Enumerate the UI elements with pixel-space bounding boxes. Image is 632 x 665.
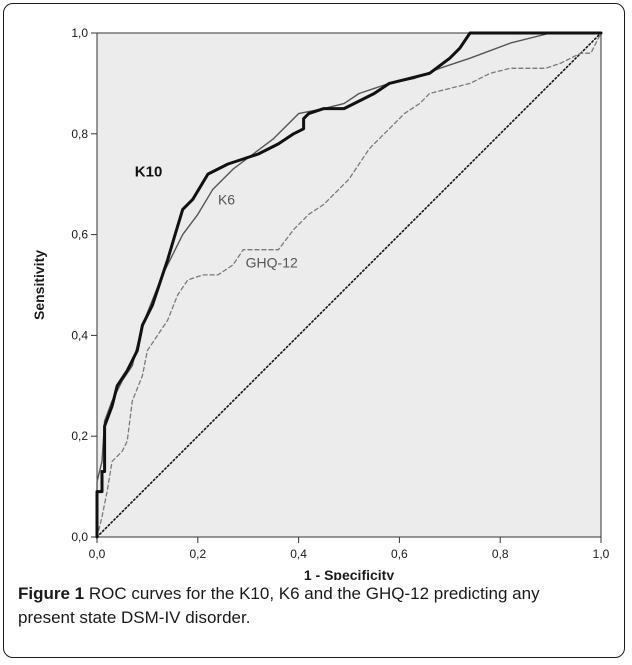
figure-caption: Figure 1 ROC curves for the K10, K6 and … [18,582,578,630]
figure-frame [3,3,625,658]
y-tick-label: 0,6 [71,228,88,242]
y-axis-label: Sensitivity [31,250,47,320]
roc-chart: 0,0 0,2 0,4 0,6 0,8 1,0 0,0 0,2 0,4 0,6 0,8 1,0 1 - … [31,26,610,580]
series-annotation: K6 [218,191,235,207]
series-annotation: GHQ-12 [246,254,298,270]
x-tick-label: 0,6 [391,547,408,561]
figure-label: Figure 1 [18,584,85,603]
y-tick-label: 0,0 [71,530,88,544]
x-tick-label: 0,2 [189,547,206,561]
x-tick-label: 0,0 [89,547,106,561]
series-line-ghq-12 [96,32,602,538]
x-axis-label: 1 - Specificity [304,567,394,580]
y-tick-label: 0,2 [71,429,88,443]
y-tick-label: 0,8 [71,127,88,141]
x-tick-label: 0,4 [290,547,307,561]
series-line-k10 [95,31,603,539]
figure-caption-text: ROC curves for the K10, K6 and the GHQ-1… [18,584,540,627]
x-tick-label: 0,8 [492,547,509,561]
reference-diagonal-line [96,32,602,538]
y-tick-label: 1,0 [71,26,88,40]
x-tick-label: 1,0 [593,547,610,561]
y-tick-label: 0,4 [71,328,88,342]
series-annotation: K10 [135,164,163,181]
